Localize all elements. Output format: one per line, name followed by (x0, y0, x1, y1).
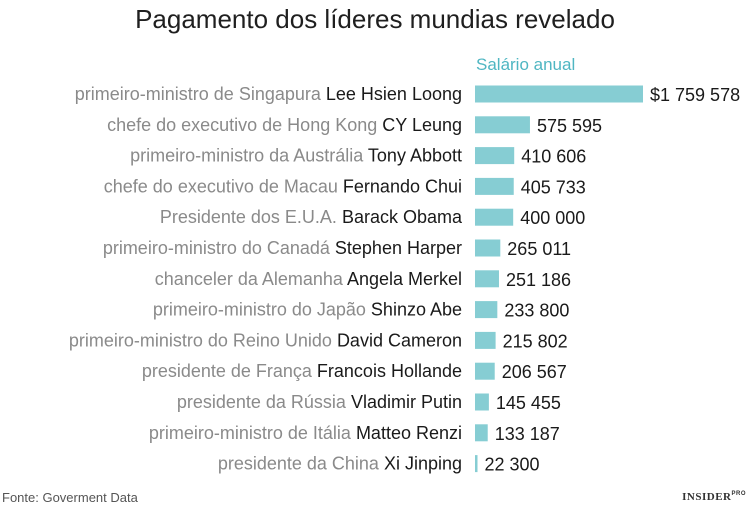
bar (475, 177, 514, 195)
value-label: 575 595 (537, 116, 602, 136)
bar (475, 239, 501, 257)
row-role: Presidente dos E.U.A. (160, 207, 342, 227)
bar (475, 455, 478, 473)
bar (475, 270, 499, 288)
value-label: 251 186 (506, 270, 571, 290)
row-role: primeiro-ministro de Itália (149, 423, 356, 443)
row-role: chefe do executivo de Hong Kong (107, 115, 382, 135)
bar (475, 362, 495, 380)
brand-logo: INSIDERPRO (682, 491, 746, 503)
row-name: CY Leung (382, 115, 462, 135)
bar (475, 393, 489, 411)
row-label: primeiro-ministro de Singapura Lee Hsien… (75, 84, 462, 104)
row-label: chanceler da Alemanha Angela Merkel (155, 269, 462, 289)
row-role: primeiro-ministro do Reino Unido (69, 330, 337, 350)
value-label: 265 011 (507, 239, 571, 259)
source-note: Fonte: Goverment Data (2, 490, 138, 505)
bar (475, 424, 488, 442)
row-label: primeiro-ministro da Austrália Tony Abbo… (130, 146, 462, 166)
value-label: 215 802 (503, 331, 568, 351)
row-role: chefe do executivo de Macau (104, 176, 343, 196)
value-label: 145 455 (496, 393, 561, 413)
row-label: primeiro-ministro do Japão Shinzo Abe (153, 300, 462, 320)
row-role: primeiro-ministro do Japão (153, 300, 371, 320)
bar (475, 116, 530, 134)
row-label: chefe do executivo de Macau Fernando Chu… (104, 176, 462, 196)
row-role: presidente da Rússia (177, 392, 351, 412)
row-role: primeiro-ministro da Austrália (130, 146, 368, 166)
row-label: primeiro-ministro do Canadá Stephen Harp… (103, 238, 462, 258)
row-label: Presidente dos E.U.A. Barack Obama (160, 207, 463, 227)
row-role: primeiro-ministro do Canadá (103, 238, 335, 258)
row-name: Tony Abbott (368, 146, 462, 166)
row-name: David Cameron (337, 330, 462, 350)
value-label: 405 733 (521, 177, 586, 197)
row-name: Stephen Harper (335, 238, 462, 258)
row-role: presidente de França (142, 361, 317, 381)
row-label: chefe do executivo de Hong Kong CY Leung (107, 115, 462, 135)
row-label: presidente da China Xi Jinping (218, 454, 462, 474)
chart-title: Pagamento dos líderes mundias revelado (135, 4, 615, 34)
bar (475, 301, 498, 319)
row-label: presidente da Rússia Vladimir Putin (177, 392, 462, 412)
row-label: primeiro-ministro de Itália Matteo Renzi (149, 423, 462, 443)
row-name: Angela Merkel (347, 269, 462, 289)
brand-sup: PRO (731, 491, 746, 497)
row-label: presidente de França Francois Hollande (142, 361, 462, 381)
bar (475, 208, 514, 226)
row-label: primeiro-ministro do Reino Unido David C… (69, 330, 462, 350)
row-role: chanceler da Alemanha (155, 269, 347, 289)
bar-chart: primeiro-ministro de Singapura Lee Hsien… (69, 84, 740, 475)
value-label: $1 759 578 (650, 85, 740, 105)
row-name: Matteo Renzi (356, 423, 462, 443)
row-name: Vladimir Putin (351, 392, 462, 412)
brand-main: INSIDER (682, 491, 732, 503)
row-name: Barack Obama (342, 207, 463, 227)
bar (475, 331, 496, 349)
value-label: 133 187 (495, 424, 560, 444)
value-label: 22 300 (485, 455, 540, 475)
row-name: Lee Hsien Loong (326, 84, 462, 104)
row-name: Xi Jinping (384, 454, 462, 474)
row-role: presidente da China (218, 454, 384, 474)
value-label: 400 000 (520, 208, 585, 228)
row-role: primeiro-ministro de Singapura (75, 84, 326, 104)
bar (475, 85, 643, 103)
row-name: Shinzo Abe (371, 300, 462, 320)
row-name: Francois Hollande (317, 361, 462, 381)
value-label: 410 606 (521, 147, 586, 167)
series-label: Salário anual (476, 55, 576, 74)
row-name: Fernando Chui (343, 176, 462, 196)
value-label: 206 567 (502, 362, 567, 382)
value-label: 233 800 (504, 301, 569, 321)
bar (475, 147, 515, 165)
